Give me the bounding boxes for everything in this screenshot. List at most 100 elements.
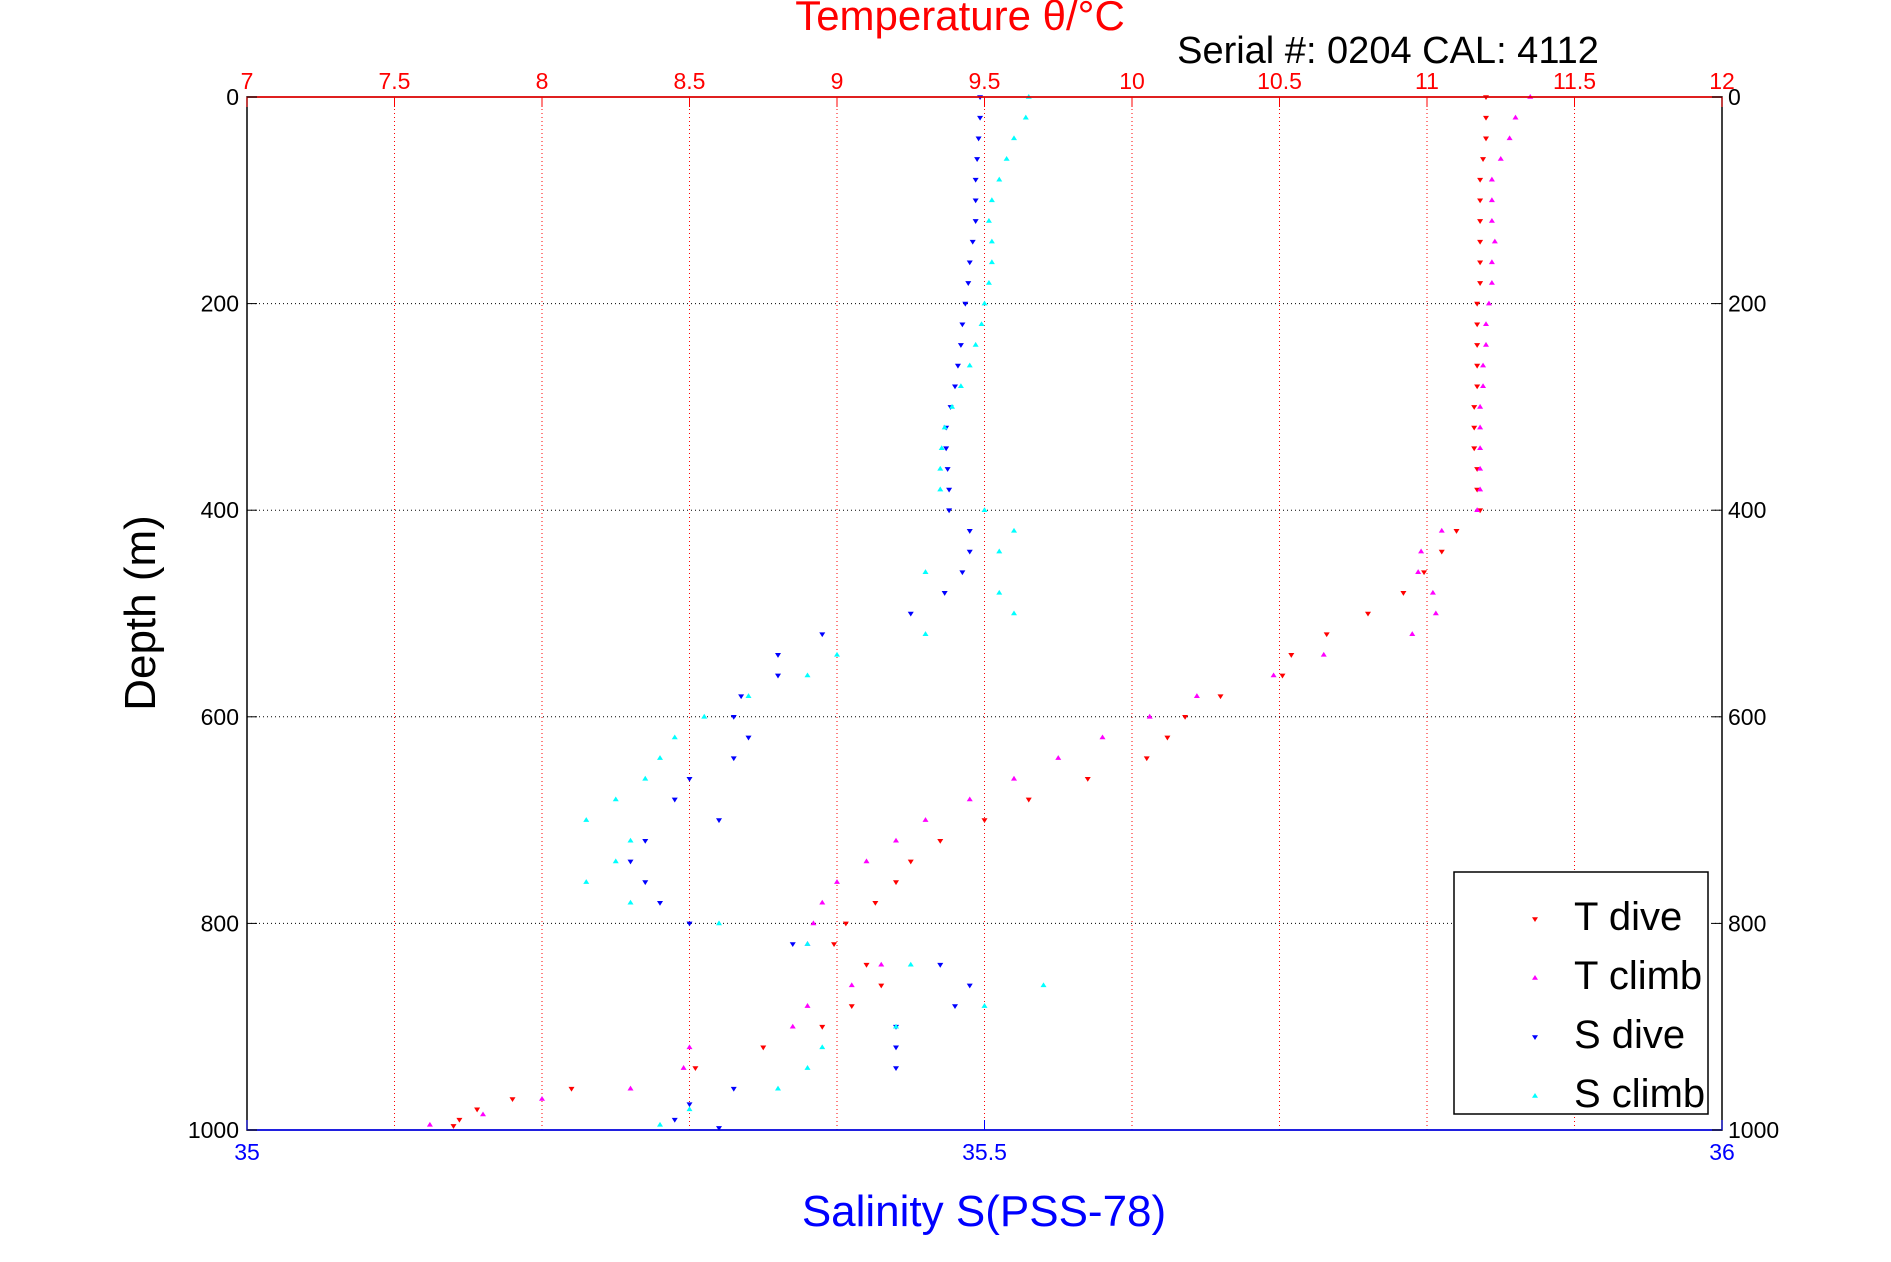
legend-label: T dive [1574, 895, 1682, 939]
data-point [657, 1121, 663, 1127]
temperature-tick-label: 11 [1415, 68, 1439, 94]
data-point [977, 115, 984, 121]
salinity-tick-label: 35.5 [962, 1139, 1007, 1165]
data-point [789, 942, 796, 948]
data-point [938, 445, 945, 451]
data-point [1488, 197, 1495, 203]
data-point [937, 838, 944, 844]
data-point [949, 403, 956, 409]
data-point [1477, 281, 1484, 286]
depth-tick-label-left: 600 [201, 704, 239, 730]
data-point [972, 177, 979, 183]
data-point [922, 631, 929, 636]
data-point [966, 529, 973, 534]
legend-label: T climb [1574, 954, 1702, 998]
data-point [1279, 673, 1286, 679]
series-s-climb [583, 94, 1047, 1127]
depth-tick-label-right: 0 [1728, 84, 1741, 110]
data-point [738, 694, 745, 700]
data-point [937, 465, 944, 471]
data-point [893, 1023, 899, 1029]
data-point [775, 1085, 781, 1091]
data-point [1480, 157, 1487, 162]
data-point [988, 238, 995, 244]
data-point [1011, 775, 1017, 781]
data-point [642, 775, 649, 781]
data-point [937, 962, 944, 968]
chart-title: Temperature θ/°C [795, 0, 1125, 39]
data-point [842, 921, 849, 927]
data-point [941, 424, 948, 430]
data-point [1288, 653, 1295, 658]
data-point [804, 941, 811, 946]
data-point [972, 198, 979, 204]
temperature-tick-label: 9.5 [969, 68, 1001, 94]
data-point [1182, 715, 1189, 720]
data-point [954, 363, 961, 369]
data-point [745, 735, 752, 741]
data-point [1084, 776, 1091, 782]
temperature-tick-label: 10 [1119, 68, 1145, 94]
data-point [642, 838, 649, 844]
data-point [1474, 384, 1481, 390]
data-point [612, 796, 619, 802]
data-point [1480, 362, 1487, 368]
data-point [1143, 756, 1150, 762]
data-point [1055, 755, 1062, 760]
data-point [996, 176, 1003, 182]
data-point [966, 260, 973, 266]
data-point [966, 796, 973, 802]
depth-tick-label-right: 400 [1728, 497, 1766, 523]
data-point [893, 1045, 899, 1051]
data-point [981, 300, 988, 306]
data-point [804, 1065, 811, 1070]
data-point [1497, 155, 1504, 161]
data-point [819, 632, 826, 638]
salinity-tick-label: 35 [234, 1139, 260, 1165]
data-point [657, 755, 663, 760]
data-point [804, 672, 811, 678]
data-point [1011, 527, 1017, 533]
data-point [1438, 549, 1445, 555]
temperature-tick-label: 9 [831, 68, 844, 94]
data-point [1400, 591, 1407, 596]
data-point [671, 797, 678, 803]
data-point [996, 548, 1003, 554]
data-point [946, 487, 953, 493]
data-point [686, 1102, 693, 1108]
data-point [974, 157, 981, 162]
series-s-dive [627, 95, 984, 1131]
data-point [480, 1111, 486, 1117]
data-point [680, 1065, 687, 1070]
data-point [568, 1086, 575, 1092]
grid-layer [247, 97, 1722, 1130]
data-point [872, 900, 879, 906]
data-point [1477, 424, 1484, 430]
data-point [539, 1096, 545, 1101]
data-point [1485, 300, 1492, 306]
data-point [456, 1117, 463, 1123]
depth-tick-label-right: 600 [1728, 704, 1766, 730]
data-point [745, 693, 752, 698]
data-point [957, 383, 964, 389]
data-point [686, 1044, 693, 1050]
data-point [1025, 797, 1032, 803]
data-point [730, 1086, 737, 1092]
data-point [789, 1023, 796, 1029]
legend-marker [1532, 1035, 1538, 1040]
legend-label: S dive [1574, 1013, 1685, 1057]
data-point [1270, 672, 1277, 678]
data-point [893, 880, 899, 886]
data-point [671, 734, 678, 740]
data-point [1323, 632, 1330, 638]
temperature-tick-label: 7.5 [379, 68, 411, 94]
data-point [937, 486, 944, 492]
legend-marker [1532, 975, 1538, 980]
data-point [957, 343, 964, 348]
data-point [627, 837, 634, 843]
data-point [671, 1117, 678, 1123]
data-point [962, 301, 969, 307]
data-point [1477, 403, 1484, 409]
data-point [1477, 486, 1484, 492]
